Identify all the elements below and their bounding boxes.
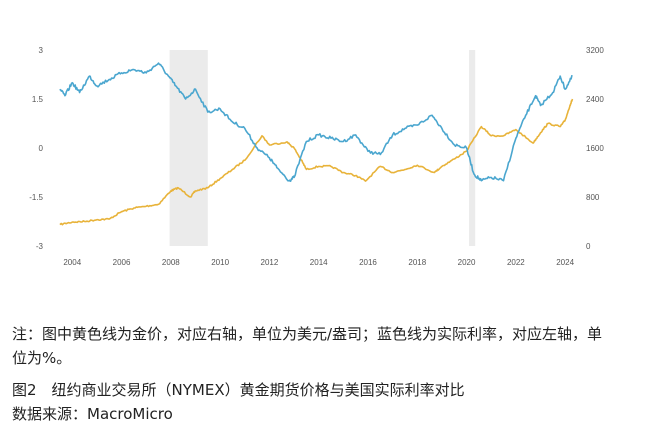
recession-shading	[169, 50, 476, 246]
x-tick: 2014	[310, 258, 328, 267]
shaded-period-1	[469, 50, 476, 246]
figure-title: 图2 纽约商业交易所（NYMEX）黄金期货价格与美国实际利率对比	[12, 381, 465, 399]
x-tick: 2016	[359, 258, 377, 267]
x-tick: 2006	[113, 258, 131, 267]
chart-note: 注：图中黄色线为金价，对应右轴，单位为美元/盎司；蓝色线为实际利率，对应左轴，单…	[12, 325, 603, 367]
x-tick: 2018	[408, 258, 426, 267]
data-source: 数据来源：MacroMicro	[12, 405, 173, 423]
y-right-tick: 3200	[586, 46, 604, 55]
series-line-left-axis	[59, 62, 573, 182]
y-right-tick: 0	[586, 242, 591, 251]
y-left-tick: -3	[36, 242, 44, 251]
y-right-tick: 2400	[586, 95, 604, 104]
y-left-tick: -1.5	[29, 193, 43, 202]
axis-ticks: 3 1.5 0 -1.5 -3 3200 2400 1600 800 0 2004 2006 2008 2…	[29, 46, 604, 267]
x-tick: 2022	[507, 258, 525, 267]
y-right-tick: 1600	[586, 144, 604, 153]
x-tick: 2012	[261, 258, 279, 267]
y-left-tick: 3	[39, 46, 44, 55]
y-left-tick: 1.5	[32, 95, 44, 104]
series-lines	[59, 62, 574, 226]
shaded-period-0	[169, 50, 208, 246]
y-right-tick: 800	[586, 193, 600, 202]
x-tick: 2024	[556, 258, 574, 267]
series-line-right-axis	[59, 98, 574, 226]
y-left-tick: 0	[39, 144, 44, 153]
x-tick: 2004	[63, 258, 81, 267]
x-tick: 2010	[211, 258, 229, 267]
chart: 3 1.5 0 -1.5 -3 3200 2400 1600 800 0 2004 2006 2008 2…	[29, 46, 604, 267]
x-tick: 2020	[458, 258, 476, 267]
x-tick: 2008	[162, 258, 180, 267]
